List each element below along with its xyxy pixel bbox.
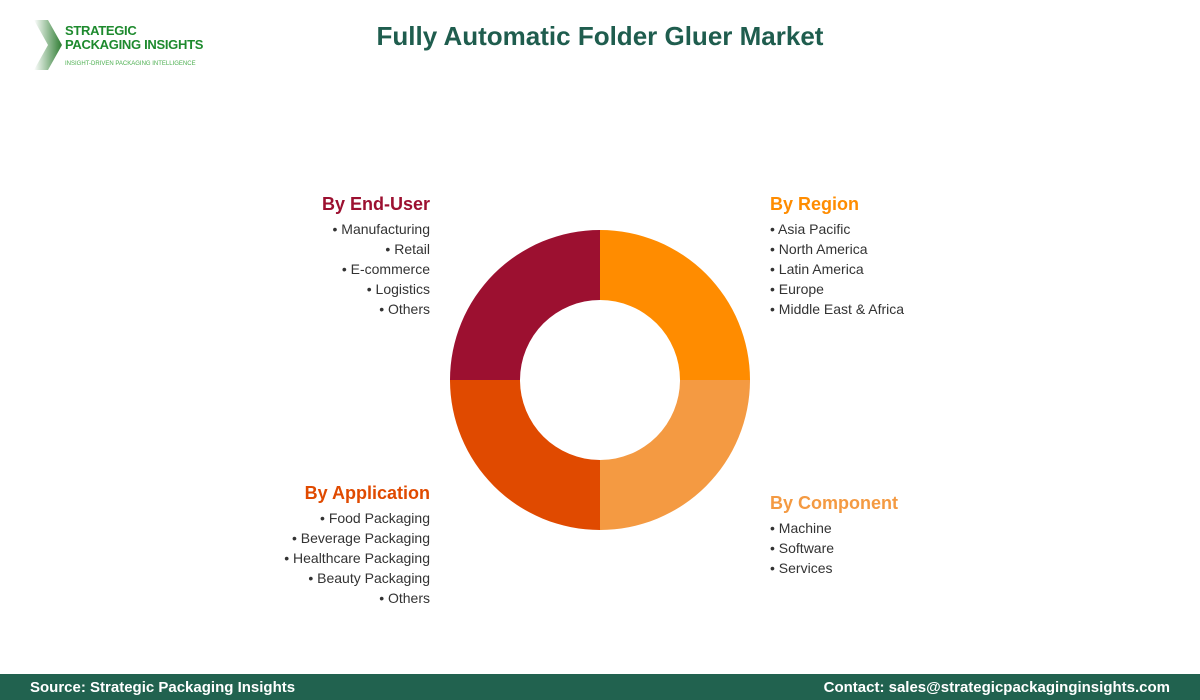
list-item: Software — [778, 540, 835, 556]
logo-text: PACKAGING INSIGHTS — [65, 37, 204, 52]
page-title: Fully Automatic Folder Gluer Market — [376, 21, 824, 51]
list-item: Machine — [778, 520, 832, 536]
list-item: Beverage Packaging — [300, 530, 430, 546]
list-item: Logistics — [375, 281, 430, 297]
donut-segment-region — [600, 230, 750, 380]
list-item: Others — [387, 301, 430, 317]
list-item: Europe — [778, 281, 824, 297]
source-text: Source: Strategic Packaging Insights — [30, 678, 296, 696]
list-item: North America — [778, 241, 868, 257]
segment-title: By Component — [770, 493, 898, 513]
logo-text: STRATEGIC — [65, 23, 137, 38]
donut-segment-component — [600, 380, 750, 530]
logo: STRATEGIC PACKAGING INSIGHTS INSIGHT-DRIV… — [34, 20, 204, 70]
list-item: Food Packaging — [328, 510, 430, 526]
list-item: Manufacturing — [341, 221, 430, 237]
logo-tagline: INSIGHT-DRIVEN PACKAGING INTELLIGENCE — [65, 61, 196, 67]
list-item: Beauty Packaging — [317, 570, 430, 586]
list-item: E-commerce — [350, 261, 430, 277]
segment-end-user: By End-User • Manufacturing • Retail • E… — [321, 194, 430, 317]
list-item: Others — [387, 590, 430, 606]
segment-application: By Application • Food Packaging • Bevera… — [284, 483, 430, 606]
list-item: Middle East & Africa — [778, 301, 905, 317]
segment-title: By Application — [304, 483, 430, 503]
segment-title: By Region — [770, 194, 860, 214]
list-item: Asia Pacific — [778, 221, 851, 237]
segment-title: By End-User — [321, 194, 430, 214]
segment-region: By Region • Asia Pacific • North America… — [770, 194, 905, 317]
list-item: Retail — [394, 241, 430, 257]
list-item: Services — [778, 560, 833, 576]
list-item: Healthcare Packaging — [293, 550, 430, 566]
footer: Source: Strategic Packaging Insights Con… — [0, 674, 1200, 700]
donut-segment-end-user — [450, 230, 600, 380]
donut-segment-application — [450, 380, 600, 530]
segment-component: By Component • Machine • Software • Serv… — [770, 493, 898, 576]
logo-chevron-icon — [34, 20, 62, 70]
list-item: Latin America — [778, 261, 864, 277]
contact-text: Contact: sales@strategicpackaginginsight… — [823, 678, 1170, 696]
